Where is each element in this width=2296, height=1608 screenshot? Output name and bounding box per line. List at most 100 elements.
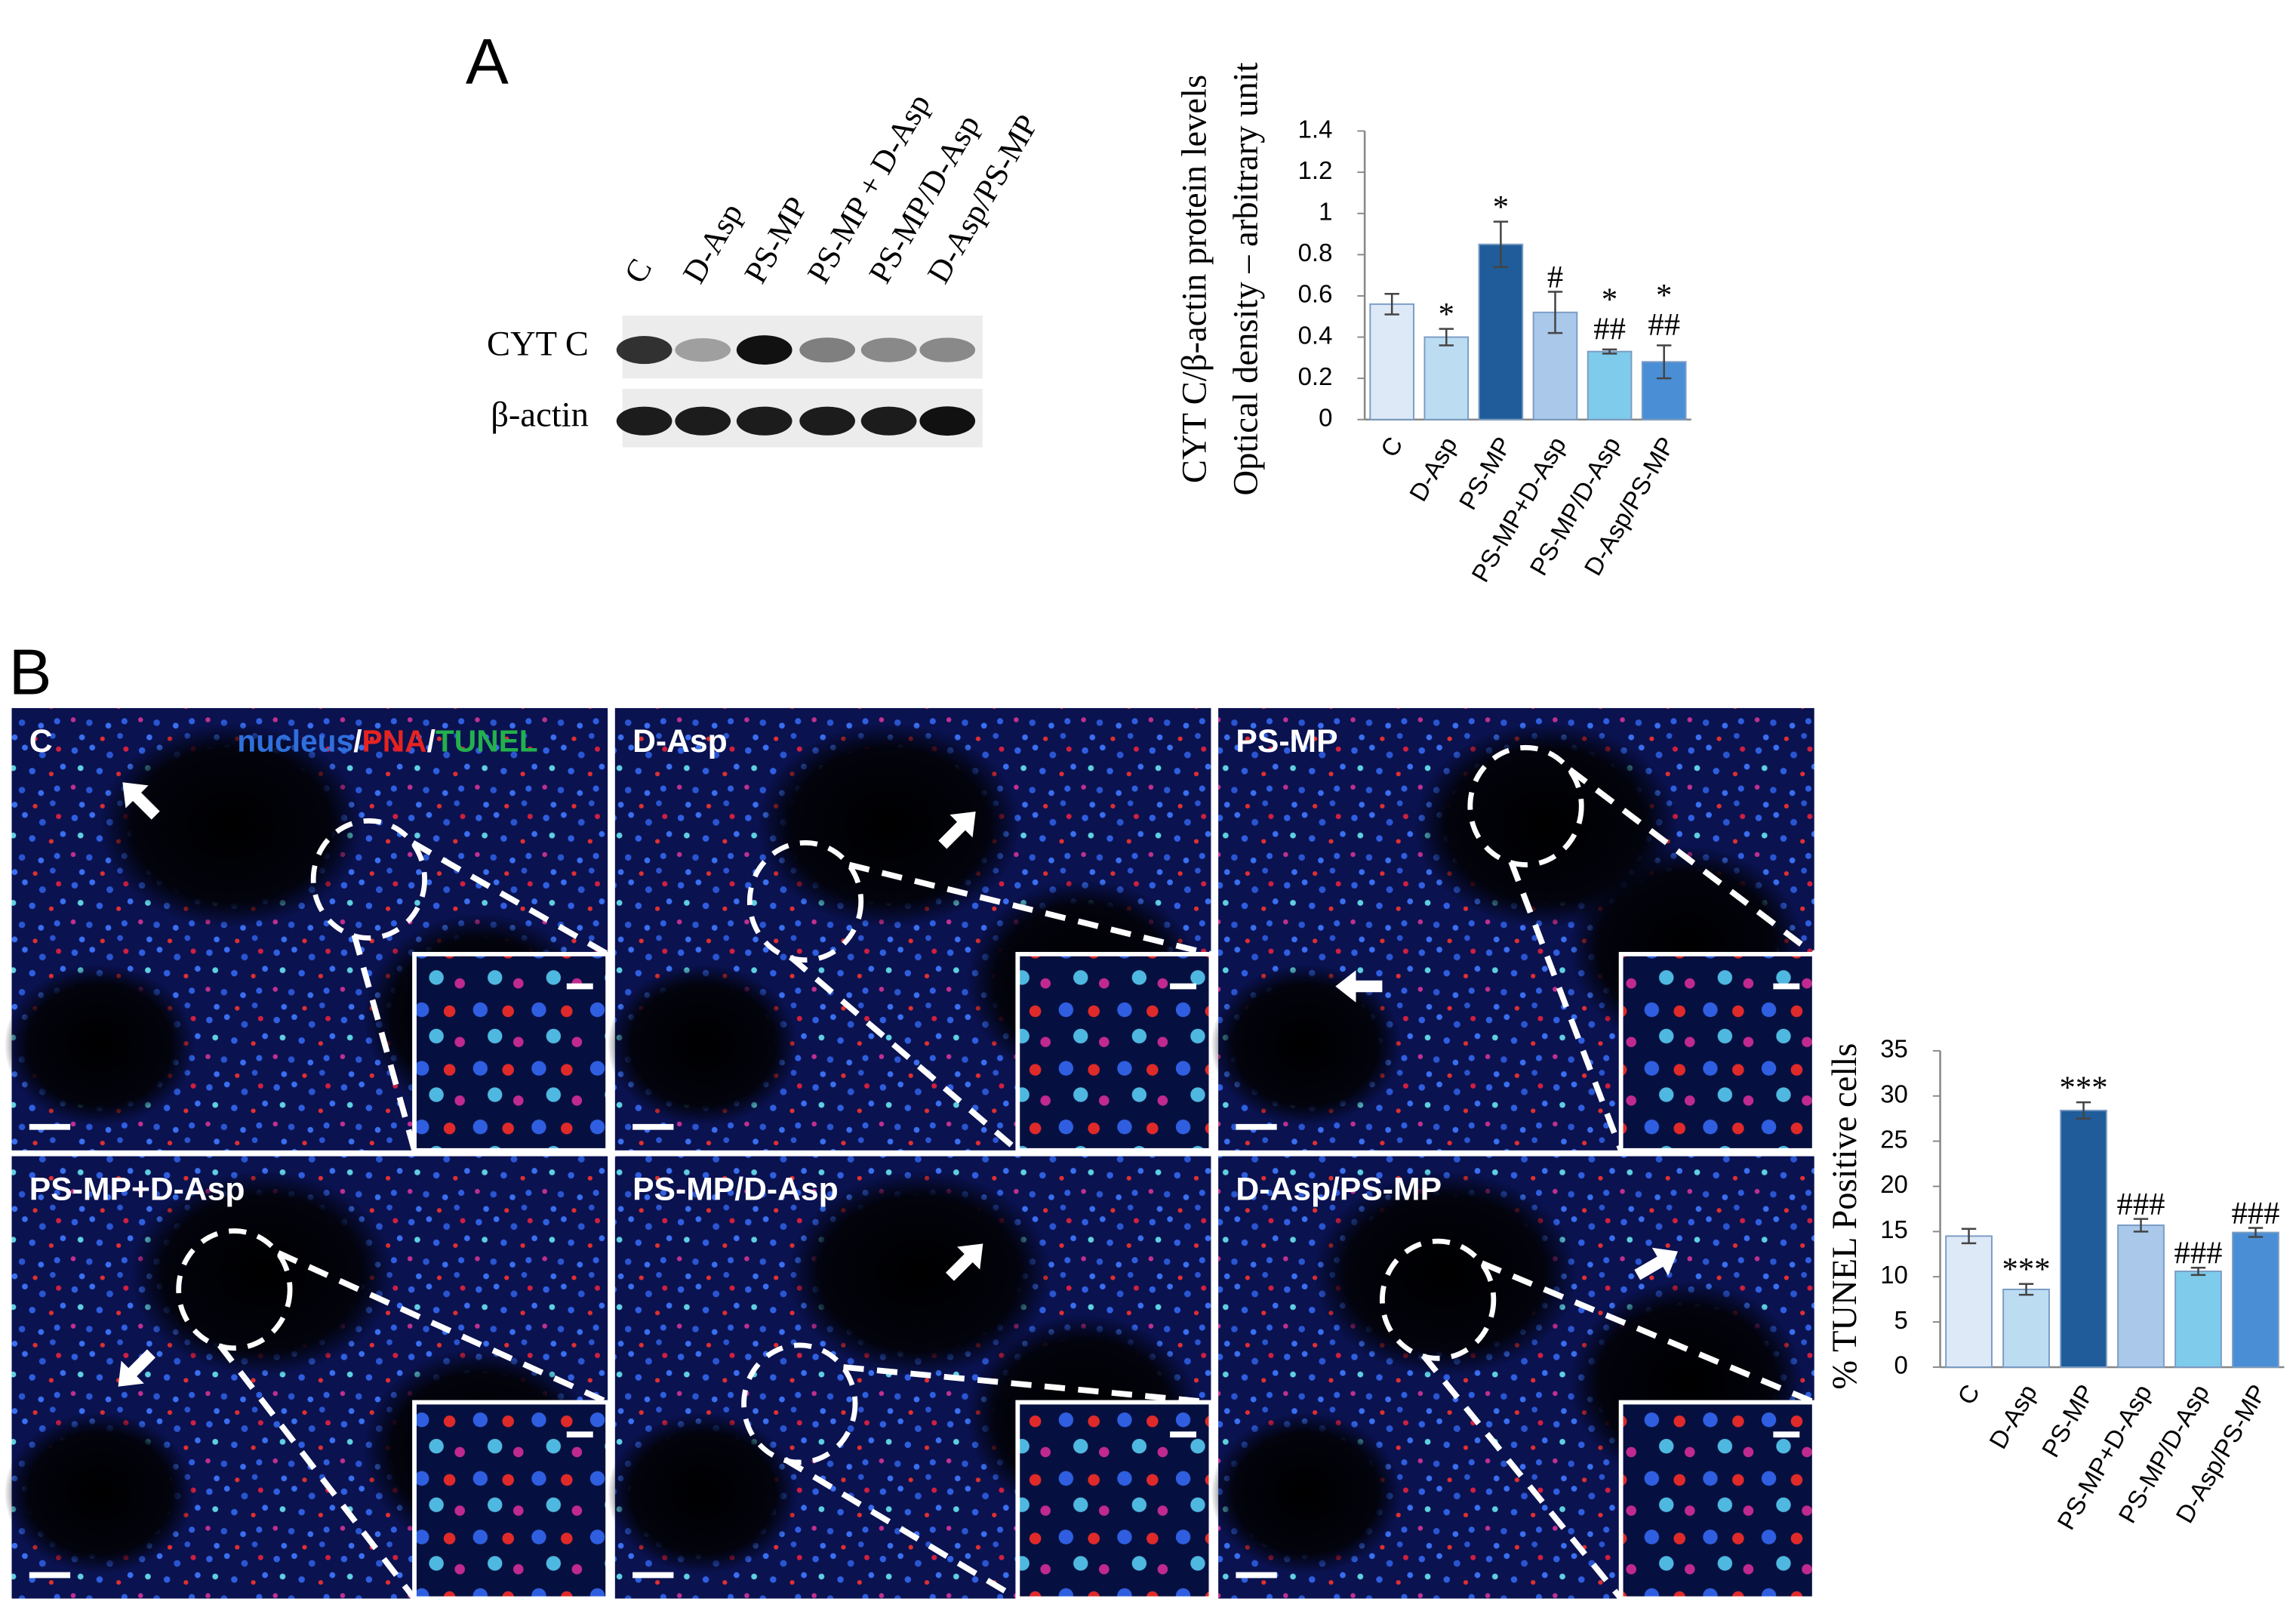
lumen: [787, 1170, 1051, 1376]
y-tick-label: 5: [1894, 1306, 1908, 1334]
y-tick-label: 35: [1880, 1035, 1908, 1063]
panel-label: B: [9, 637, 52, 709]
zoom-line: [1508, 861, 1624, 1152]
arrow: [1634, 1247, 1679, 1280]
zoom-line: [789, 954, 1020, 1153]
zoom-line: [843, 1364, 1211, 1406]
legend-separator: /: [427, 723, 436, 758]
y-tick-label: 10: [1880, 1261, 1908, 1289]
y-tick-label: 0.6: [1298, 280, 1333, 308]
y-tick-label: 30: [1880, 1080, 1908, 1107]
blot-band: [799, 406, 855, 436]
lane-label: PS-MP: [738, 191, 815, 289]
x-tick-label: PS-MP: [2036, 1379, 2100, 1462]
zoom-circle: [310, 818, 428, 941]
lumen: [4, 1412, 195, 1574]
lumen: [757, 722, 1021, 928]
blot-band: [675, 406, 731, 436]
significance-label: *: [1493, 189, 1509, 225]
bar: [1945, 1235, 1993, 1368]
legend-item: nucleus: [237, 723, 353, 758]
y-tick-label: 20: [1880, 1170, 1908, 1198]
lumen: [608, 964, 799, 1126]
x-tick-label: C: [1375, 432, 1408, 461]
zoom-line: [277, 1250, 609, 1406]
panel-name: C: [29, 723, 53, 759]
y-tick-label: 0.8: [1298, 239, 1333, 266]
bar: [2232, 1231, 2279, 1368]
arrow: [938, 812, 976, 849]
blot-band: [616, 406, 672, 436]
arrow: [122, 782, 160, 820]
blot-band: [675, 337, 731, 362]
lumen: [1313, 1170, 1577, 1376]
significance-label: ***: [2002, 1252, 2051, 1287]
blot-band: [616, 336, 672, 365]
lane-label: C: [617, 253, 659, 289]
zoom-line: [1420, 1353, 1624, 1600]
zoom-circle: [176, 1228, 293, 1351]
lane-label: D-Asp: [676, 197, 750, 289]
arrow: [945, 1243, 983, 1281]
significance-label: ##: [1648, 307, 1680, 343]
legend-separator: /: [353, 723, 362, 758]
blot-row-label: CYT C: [487, 325, 589, 363]
y-tick-label: 25: [1880, 1125, 1908, 1153]
lumen: [4, 964, 195, 1126]
significance-label: *: [1656, 278, 1672, 313]
panel-name: D-Asp/PS-MP: [1236, 1171, 1442, 1207]
blot-band: [736, 406, 793, 436]
significance-label: ###: [2117, 1187, 2165, 1222]
panel-name: PS-MP+D-Asp: [29, 1171, 245, 1207]
legend-item: TUNEL: [436, 723, 538, 758]
y-tick-label: 0: [1894, 1351, 1908, 1379]
y-tick-label: 1.4: [1298, 115, 1333, 143]
bar: [1478, 243, 1524, 420]
bar: [2002, 1289, 2050, 1368]
arrow: [118, 1349, 155, 1387]
panel-name: D-Asp: [632, 723, 728, 759]
lumen: [608, 1412, 799, 1574]
blot-band: [919, 406, 976, 436]
y-tick-label: 0.2: [1298, 362, 1333, 390]
blot-band: [736, 335, 793, 365]
zoom-line: [783, 1456, 1020, 1601]
lumen: [1211, 1412, 1402, 1574]
zoom-circle: [746, 840, 864, 963]
blot-band: [799, 337, 855, 363]
legend-item: PNA: [362, 723, 427, 758]
blot-band: [919, 337, 976, 362]
zoom-circle: [1467, 744, 1584, 867]
y-tick-label: 15: [1880, 1215, 1908, 1243]
y-axis-label: Optical density – arbitrary unit: [1227, 62, 1266, 495]
x-tick-label: D-Asp: [1984, 1379, 2042, 1453]
zoom-line: [217, 1343, 417, 1600]
x-tick-label: D-Asp: [1404, 432, 1463, 506]
zoom-line: [848, 861, 1212, 957]
panel-name: PS-MP: [1236, 723, 1337, 759]
blot-band: [860, 406, 917, 436]
y-axis-label: CYT C/β-actin protein levels: [1176, 75, 1214, 483]
blot-row-label: β-actin: [491, 396, 589, 434]
lumen: [130, 1170, 394, 1376]
y-tick-label: 1.2: [1298, 156, 1333, 184]
significance-label: *: [1439, 297, 1454, 332]
significance-label: ***: [2060, 1070, 2108, 1105]
x-tick-label: C: [1952, 1379, 1985, 1409]
stain-legend: nucleus/PNA/TUNEL: [237, 723, 537, 758]
y-tick-label: 0.4: [1298, 321, 1333, 349]
bar: [1369, 303, 1414, 420]
panel-label: A: [466, 26, 509, 98]
zoom-circle: [1380, 1238, 1497, 1361]
zoom-line: [1568, 767, 1817, 956]
zoom-line: [411, 840, 610, 957]
bar: [2117, 1224, 2165, 1368]
panel-name: PS-MP/D-Asp: [632, 1171, 839, 1207]
y-tick-label: 1: [1319, 197, 1332, 225]
bar: [2174, 1271, 2222, 1368]
bar: [2060, 1109, 2107, 1368]
significance-label: ##: [1593, 311, 1626, 347]
blot-band: [860, 337, 917, 362]
